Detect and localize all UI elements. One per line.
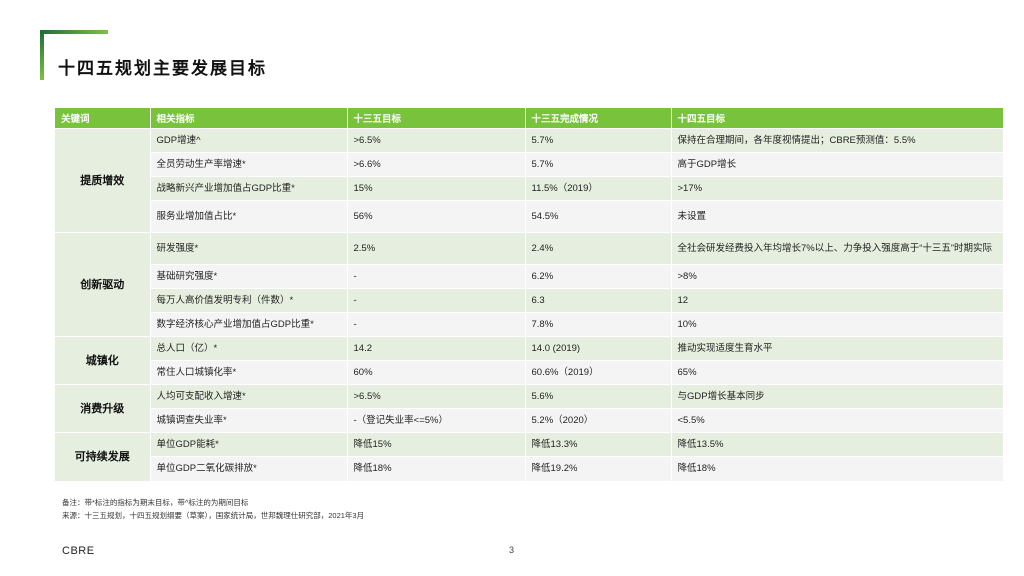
cell-actual13: 5.6% — [525, 384, 672, 409]
cell-target14: 推动实现适度生育水平 — [671, 336, 1004, 361]
header-keyword: 关键词 — [55, 108, 151, 129]
targets-table: 关键词 相关指标 十三五目标 十三五完成情况 十四五目标 提质增效 GDP增速^ >… — [55, 108, 1004, 481]
note-line: 备注：带*标注的指标为期末目标，带^标注的为期间目标 — [62, 498, 249, 507]
cell-indicator: 人均可支配收入增速* — [150, 384, 348, 409]
cell-indicator: 城镇调查失业率* — [150, 408, 348, 433]
cell-target13: >6.6% — [347, 152, 526, 177]
cell-indicator: 服务业增加值占比* — [150, 200, 348, 233]
cell-target14: 高于GDP增长 — [671, 152, 1004, 177]
cell-target14: 保持在合理期间，各年度视情提出；CBRE预测值：5.5% — [671, 128, 1004, 153]
group-keyword: 可持续发展 — [55, 432, 151, 481]
cell-target13: 降低18% — [347, 456, 526, 481]
group-keyword: 创新驱动 — [55, 232, 151, 337]
cell-target13: -（登记失业率<=5%） — [347, 408, 526, 433]
table-row: 单位GDP二氧化碳排放* 降低18% 降低19.2% 降低18% — [55, 456, 1004, 481]
cell-indicator: 数字经济核心产业增加值占GDP比重* — [150, 312, 348, 337]
table-header-row: 关键词 相关指标 十三五目标 十三五完成情况 十四五目标 — [55, 108, 1004, 129]
cell-target13: 2.5% — [347, 232, 526, 265]
cell-actual13: 5.7% — [525, 128, 672, 153]
cell-actual13: 5.7% — [525, 152, 672, 177]
cell-indicator: 总人口（亿）* — [150, 336, 348, 361]
table-row: 数字经济核心产业增加值占GDP比重* -7.8% 10% — [55, 312, 1004, 337]
cell-indicator: 单位GDP能耗* — [150, 432, 348, 457]
cell-target14: 与GDP增长基本同步 — [671, 384, 1004, 409]
cell-actual13: 5.2%（2020） — [525, 408, 672, 433]
corner-accent-horizontal — [40, 30, 108, 34]
cell-indicator: 战略新兴产业增加值占GDP比重* — [150, 176, 348, 201]
cell-indicator: 单位GDP二氧化碳排放* — [150, 456, 348, 481]
cell-indicator: 研发强度* — [150, 232, 348, 265]
cell-target14: 12 — [671, 288, 1004, 313]
cell-target14: <5.5% — [671, 408, 1004, 433]
cell-actual13: 7.8% — [525, 312, 672, 337]
cell-target14: 降低18% — [671, 456, 1004, 481]
cell-target14: 降低13.5% — [671, 432, 1004, 457]
group-keyword: 消费升级 — [55, 384, 151, 433]
table-row: 全员劳动生产率增速* >6.6% 5.7% 高于GDP增长 — [55, 152, 1004, 177]
cell-actual13: 降低19.2% — [525, 456, 672, 481]
table-row: 常住人口城镇化率* 60% 60.6%（2019） 65% — [55, 360, 1004, 385]
cell-target13: - — [347, 288, 526, 313]
table-row: 创新驱动 研发强度* 2.5% 2.4% 全社会研发经费投入年均增长7%以上、力争投入强… — [55, 232, 1004, 337]
cell-indicator: 全员劳动生产率增速* — [150, 152, 348, 177]
cell-target13: - — [347, 312, 526, 337]
table-row: 提质增效 GDP增速^ >6.5% 5.7% 保持在合理期间，各年度视情提出；CBRE预… — [55, 128, 1004, 233]
corner-accent-vertical — [40, 30, 44, 80]
header-target-13: 十三五目标 — [347, 108, 526, 129]
header-actual-13: 十三五完成情况 — [525, 108, 672, 129]
cell-target13: >6.5% — [347, 128, 526, 153]
table-row: 战略新兴产业增加值占GDP比重* 15% 11.5%（2019） >17% — [55, 176, 1004, 201]
cell-target14: 10% — [671, 312, 1004, 337]
cell-target14: >8% — [671, 264, 1004, 289]
cell-target13: 14.2 — [347, 336, 526, 361]
cell-target14: 65% — [671, 360, 1004, 385]
page-title: 十四五规划主要发展目标 — [58, 59, 267, 78]
group-keyword: 提质增效 — [55, 128, 151, 233]
table-row: 服务业增加值占比* 56% 54.5% 未设置 — [55, 200, 1004, 233]
cell-actual13: 6.2% — [525, 264, 672, 289]
cell-actual13: 54.5% — [525, 200, 672, 233]
table-row: 可持续发展 单位GDP能耗* 降低15% 降低13.3% 降低13.5% — [55, 432, 1004, 481]
cell-indicator: 基础研究强度* — [150, 264, 348, 289]
cell-indicator: 每万人高价值发明专利（件数）* — [150, 288, 348, 313]
cell-target13: >6.5% — [347, 384, 526, 409]
cell-actual13: 2.4% — [525, 232, 672, 265]
cell-target13: 15% — [347, 176, 526, 201]
cell-actual13: 6.3 — [525, 288, 672, 313]
cell-actual13: 11.5%（2019） — [525, 176, 672, 201]
cell-target14: 未设置 — [671, 200, 1004, 233]
cell-indicator: 常住人口城镇化率* — [150, 360, 348, 385]
brand-logo-text: CBRE — [62, 545, 95, 557]
page-number: 3 — [509, 545, 515, 555]
cell-target13: 60% — [347, 360, 526, 385]
table-row: 城镇化 总人口（亿）* 14.2 14.0 (2019) 推动实现适度生育水平 — [55, 336, 1004, 385]
table-body: 提质增效 GDP增速^ >6.5% 5.7% 保持在合理期间，各年度视情提出；CBRE预… — [55, 128, 1004, 481]
cell-target14: 全社会研发经费投入年均增长7%以上、力争投入强度高于“十三五”时期实际 — [671, 232, 1004, 265]
table-row: 基础研究强度* -6.2% >8% — [55, 264, 1004, 289]
source-line: 来源：十三五规划，十四五规划纲要（草案），国家统计局，世邦魏理仕研究部，2021… — [62, 511, 365, 520]
cell-target13: 降低15% — [347, 432, 526, 457]
cell-target14: >17% — [671, 176, 1004, 201]
header-target-14: 十四五目标 — [671, 108, 1004, 129]
cell-actual13: 14.0 (2019) — [525, 336, 672, 361]
cell-indicator: GDP增速^ — [150, 128, 348, 153]
header-indicator: 相关指标 — [150, 108, 348, 129]
table-row: 城镇调查失业率* -（登记失业率<=5%） 5.2%（2020） <5.5% — [55, 408, 1004, 433]
cell-actual13: 60.6%（2019） — [525, 360, 672, 385]
table-row: 消费升级 人均可支配收入增速* >6.5% 5.6% 与GDP增长基本同步 — [55, 384, 1004, 433]
cell-actual13: 降低13.3% — [525, 432, 672, 457]
group-keyword: 城镇化 — [55, 336, 151, 385]
cell-target13: - — [347, 264, 526, 289]
cell-target13: 56% — [347, 200, 526, 233]
notes: 备注：带*标注的指标为期末目标，带^标注的为期间目标 来源：十三五规划，十四五规… — [62, 496, 364, 522]
table-row: 每万人高价值发明专利（件数）* -6.3 12 — [55, 288, 1004, 313]
